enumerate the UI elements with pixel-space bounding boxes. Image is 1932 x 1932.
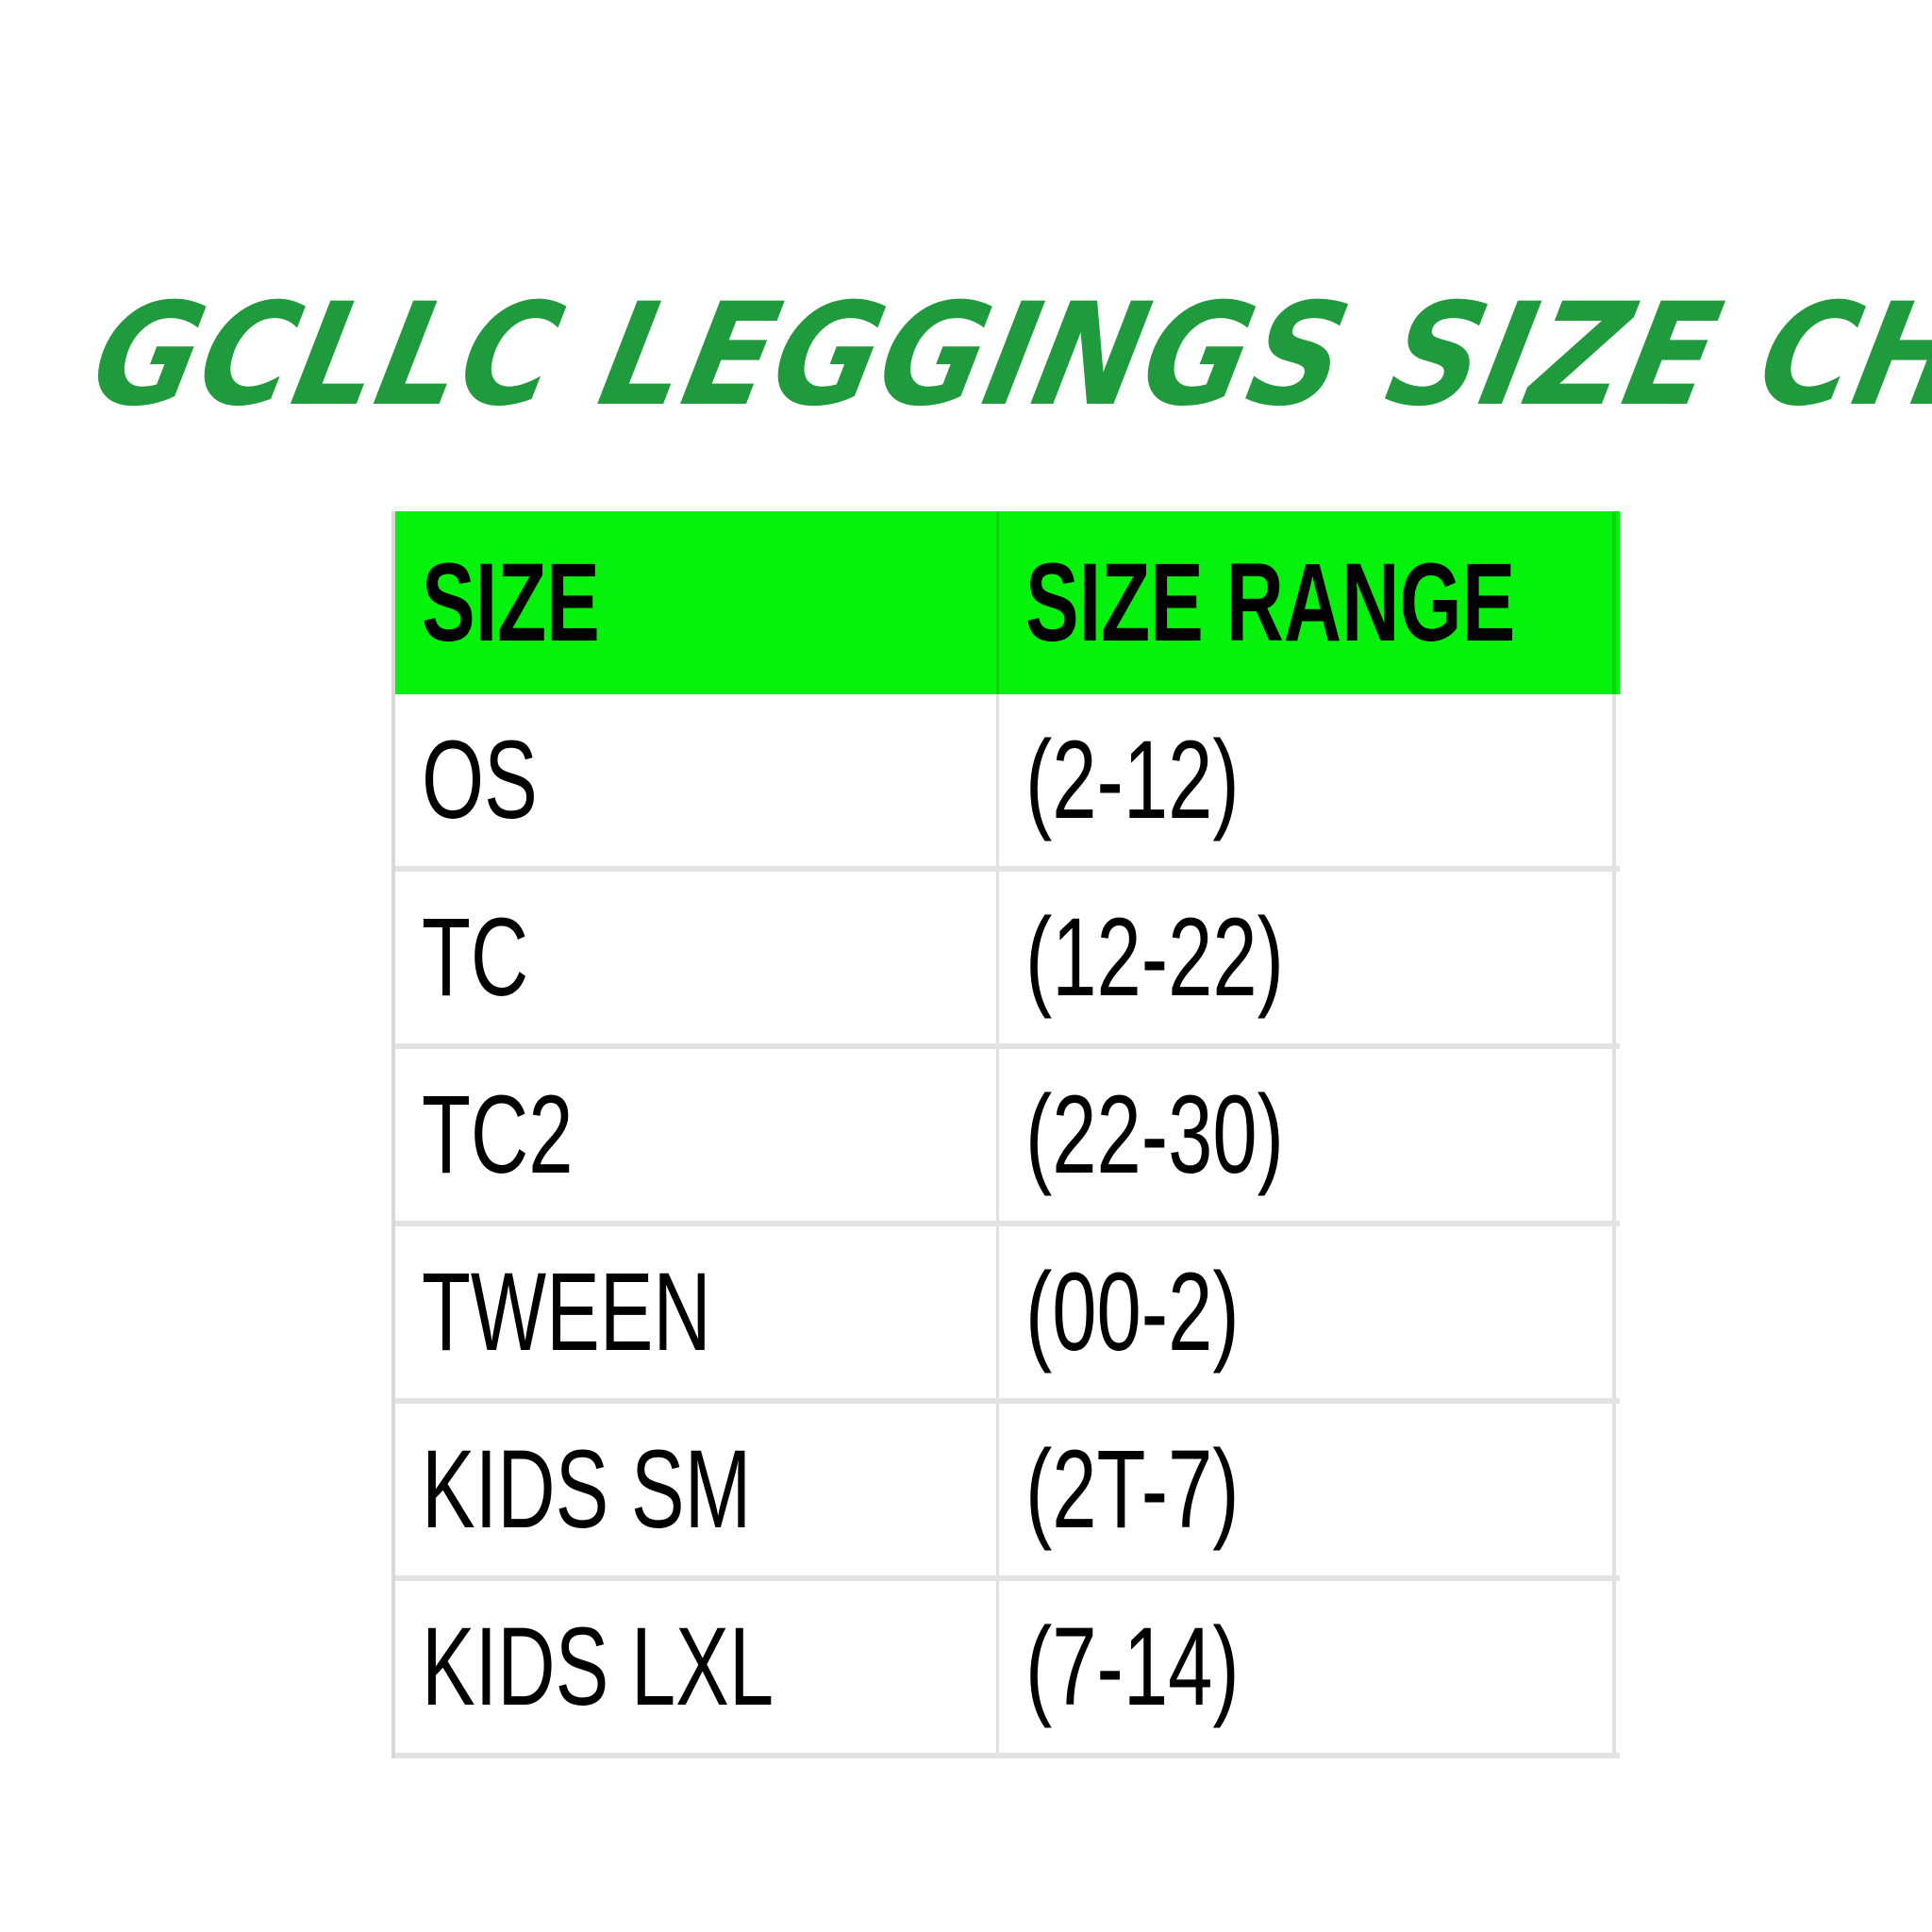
size-range-value: (22-30) <box>1025 1073 1284 1197</box>
size-range-cell: (00-2) <box>999 1226 1616 1398</box>
size-value: TC <box>422 895 529 1020</box>
size-range-value: (2T-7) <box>1025 1427 1240 1552</box>
table-row: TC (12-22) <box>395 872 1620 1049</box>
size-value: TWEEN <box>422 1250 711 1374</box>
header-label: SIZE <box>422 541 600 665</box>
size-range-value: (7-14) <box>1025 1605 1240 1729</box>
size-cell: OS <box>395 694 999 866</box>
size-range-cell: (2T-7) <box>999 1404 1616 1575</box>
table-row: KIDS LXL (7-14) <box>395 1581 1620 1758</box>
size-value: KIDS LXL <box>422 1605 774 1729</box>
table-row: OS (2-12) <box>395 694 1620 872</box>
size-cell: TWEEN <box>395 1226 999 1398</box>
size-cell: KIDS LXL <box>395 1581 999 1753</box>
size-range-cell: (2-12) <box>999 694 1616 866</box>
header-cell-size-range: SIZE RANGE <box>999 511 1616 694</box>
size-range-cell: (22-30) <box>999 1049 1616 1221</box>
table-row: KIDS SM (2T-7) <box>395 1404 1620 1581</box>
page-title: GCLLC LEGGINGS SIZE CHART <box>78 274 1932 438</box>
size-cell: TC2 <box>395 1049 999 1221</box>
header-label: SIZE RANGE <box>1025 541 1516 665</box>
table-row: TWEEN (00-2) <box>395 1226 1620 1404</box>
size-cell: KIDS SM <box>395 1404 999 1575</box>
size-cell: TC <box>395 872 999 1043</box>
size-range-cell: (7-14) <box>999 1581 1616 1753</box>
size-chart-table: SIZE SIZE RANGE OS (2-12) TC (12-22) TC2 (22-… <box>391 511 1620 1758</box>
table-header-row: SIZE SIZE RANGE <box>395 511 1620 694</box>
size-range-value: (00-2) <box>1025 1250 1240 1374</box>
size-value: TC2 <box>422 1073 574 1197</box>
size-range-value: (12-22) <box>1025 895 1284 1020</box>
header-cell-size: SIZE <box>395 511 999 694</box>
size-range-cell: (12-22) <box>999 872 1616 1043</box>
size-value: OS <box>422 718 538 842</box>
size-value: KIDS SM <box>422 1427 752 1552</box>
size-range-value: (2-12) <box>1025 718 1240 842</box>
table-row: TC2 (22-30) <box>395 1049 1620 1226</box>
